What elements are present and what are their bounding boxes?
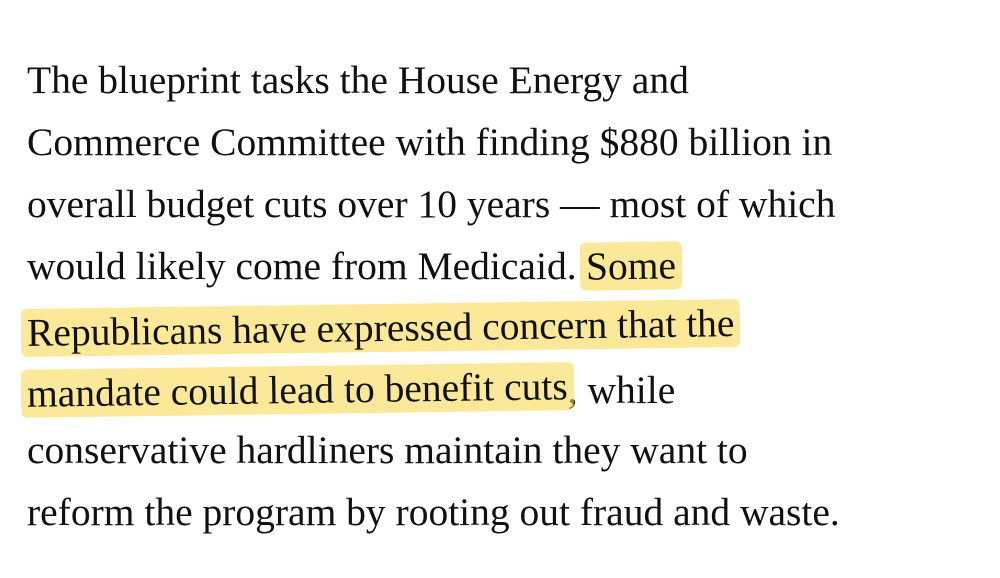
text-line: would likely come from Medicaid. Some bbox=[27, 241, 683, 291]
text-line: Republicans have expressed concern that … bbox=[20, 298, 741, 358]
text-line: overall budget cuts over 10 years — most… bbox=[27, 179, 835, 229]
text-line: mandate could lead to benefit cuts, whil… bbox=[20, 362, 676, 418]
text-line: The blueprint tasks the House Energy and bbox=[27, 55, 689, 105]
highlighted-text: mandate could lead to benefit cuts bbox=[20, 362, 575, 418]
text: would likely come from Medicaid. bbox=[27, 244, 587, 288]
text-line: Commerce Committee with finding $880 bil… bbox=[27, 117, 832, 167]
text: The blueprint tasks the House Energy and bbox=[27, 58, 689, 102]
highlighted-text: Republicans have expressed concern that … bbox=[20, 298, 741, 358]
highlighted-text: Some bbox=[580, 241, 683, 291]
text: reform the program by rooting out fraud … bbox=[27, 490, 840, 534]
text: overall budget cuts over 10 years — most… bbox=[27, 182, 836, 226]
text-line: conservative hardliners maintain they wa… bbox=[27, 425, 748, 475]
text: , while bbox=[567, 368, 676, 412]
text: conservative hardliners maintain they wa… bbox=[27, 428, 748, 472]
text: Commerce Committee with finding $880 bil… bbox=[27, 120, 833, 164]
text-line: reform the program by rooting out fraud … bbox=[27, 487, 840, 537]
